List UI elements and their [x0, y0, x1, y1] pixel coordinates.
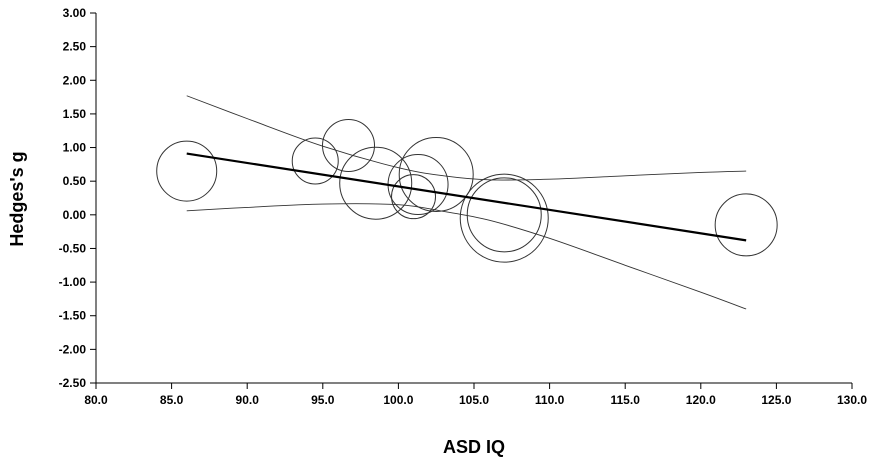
- confidence-bands: [186, 95, 747, 310]
- x-axis-label: ASD IQ: [443, 437, 505, 457]
- y-tick-label: -1.00: [59, 275, 87, 289]
- y-axis: 3.00 2.50 2.00 1.50 1.00 0.50 0.00 -0.50 -1.00 -1…: [59, 6, 97, 390]
- x-tick-label: 90.0: [236, 393, 260, 407]
- study-circle: [339, 146, 413, 220]
- upper-confidence-curve: [186, 95, 747, 181]
- y-tick-label: 3.00: [63, 6, 87, 20]
- x-tick-label: 100.0: [383, 393, 413, 407]
- study-circle: [291, 137, 339, 185]
- study-circle: [322, 119, 376, 173]
- x-tick-label: 80.0: [84, 393, 108, 407]
- y-tick-label: 1.50: [63, 107, 87, 121]
- study-circle: [387, 154, 449, 216]
- regression-line-group: [186, 152, 747, 242]
- x-axis: 80.0 85.0 90.0 95.0 100.0 105.0 110.0 115.0 120.…: [84, 382, 867, 407]
- y-tick-label: -1.50: [59, 309, 87, 323]
- y-tick-label: 0.50: [63, 174, 87, 188]
- y-tick-label: -2.50: [59, 376, 87, 390]
- study-circle: [714, 193, 778, 257]
- x-tick-label: 85.0: [160, 393, 184, 407]
- x-tick-label: 105.0: [459, 393, 489, 407]
- x-tick-label: 130.0: [837, 393, 867, 407]
- x-tick-label: 95.0: [311, 393, 335, 407]
- regression-line: [186, 152, 747, 242]
- study-circle: [391, 174, 437, 220]
- y-tick-label: -2.00: [59, 342, 87, 356]
- lower-confidence-curve: [186, 203, 747, 310]
- y-tick-label: 0.00: [63, 208, 87, 222]
- x-tick-label: 115.0: [611, 393, 641, 407]
- y-tick-label: -0.50: [59, 241, 87, 255]
- x-tick-label: 125.0: [761, 393, 791, 407]
- study-points: [156, 119, 778, 263]
- x-tick-label: 120.0: [686, 393, 716, 407]
- y-tick-label: 2.50: [63, 40, 87, 54]
- study-circle: [459, 173, 549, 263]
- study-circle: [398, 136, 474, 212]
- y-tick-label: 2.00: [63, 73, 87, 87]
- x-tick-label: 110.0: [535, 393, 565, 407]
- study-circle: [156, 140, 218, 202]
- y-tick-label: 1.00: [63, 141, 87, 155]
- study-circle: [466, 177, 542, 253]
- y-axis-label: Hedges's g: [7, 151, 27, 246]
